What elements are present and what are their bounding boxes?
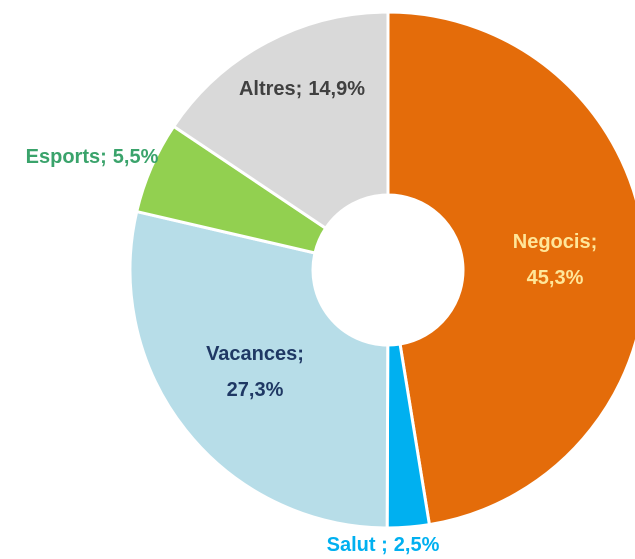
- category-label: Negocis;: [513, 231, 597, 253]
- category-label: Salut ;: [327, 534, 388, 556]
- value-label: 5,5%: [113, 146, 159, 168]
- category-label: Esports;: [26, 146, 107, 168]
- slice: [128, 209, 390, 530]
- value-label: 27,3%: [227, 379, 284, 401]
- value-label: 2,5%: [394, 534, 440, 556]
- slice-label: Altres; 14,9%: [239, 78, 365, 100]
- value-label: 14,9%: [308, 78, 365, 100]
- slice: [386, 10, 635, 527]
- slice-label: Salut ; 2,5%: [327, 534, 440, 556]
- value-label: 45,3%: [527, 267, 584, 289]
- slice-label: Vacances; 27,3%: [206, 343, 304, 401]
- category-label: Altres;: [239, 78, 302, 100]
- slice-label: Negocis; 45,3%: [513, 231, 597, 289]
- slice: [171, 10, 390, 231]
- slice-label: Esports; 5,5%: [26, 146, 159, 168]
- category-label: Vacances;: [206, 343, 304, 365]
